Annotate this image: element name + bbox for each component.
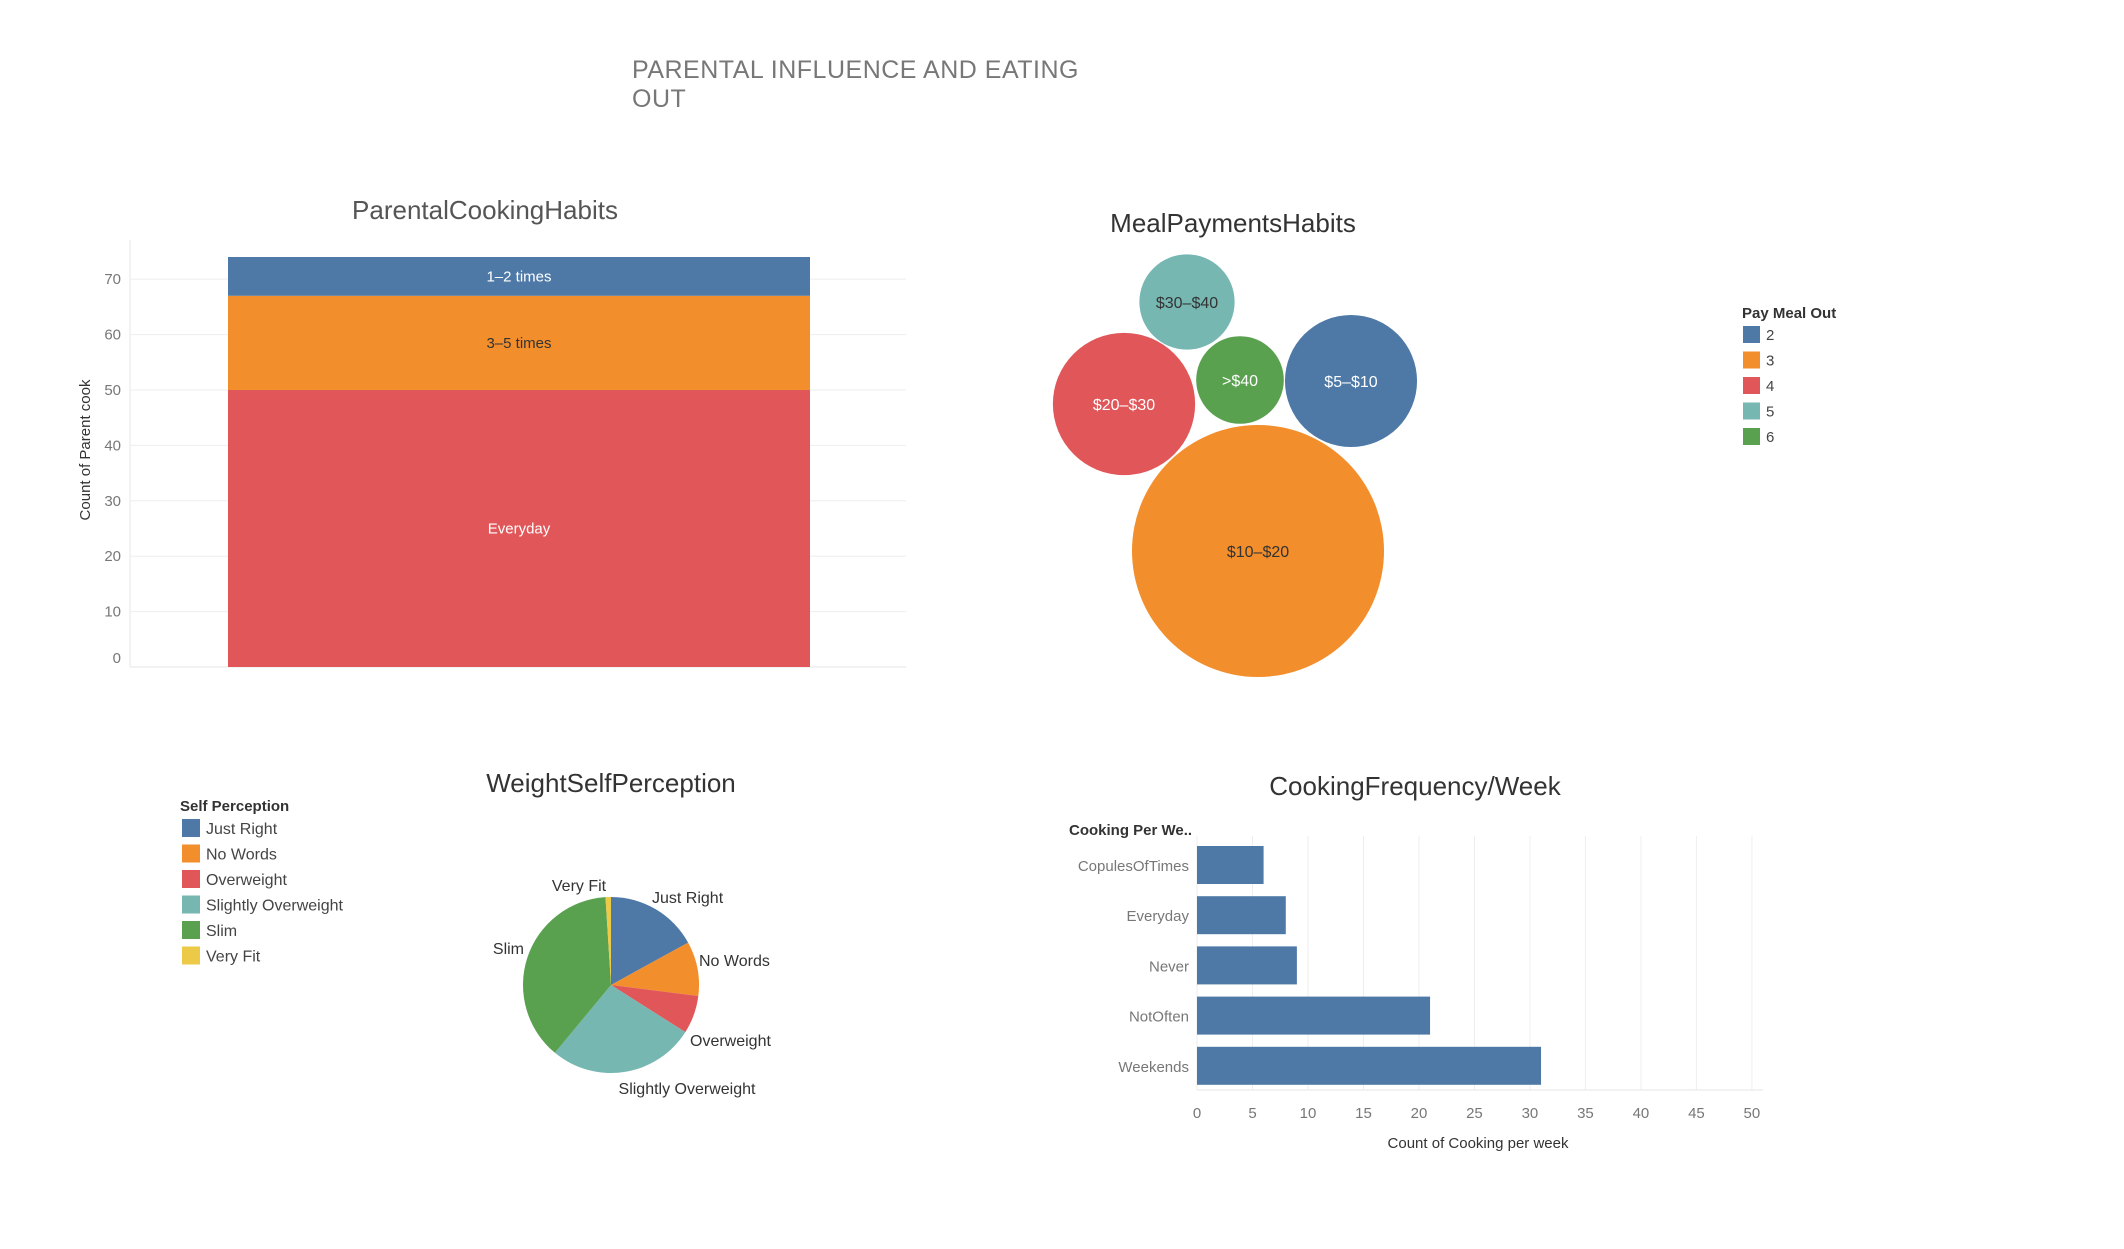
chart-title: MealPaymentsHabits — [1110, 208, 1356, 238]
slice-label: Very Fit — [552, 878, 607, 895]
legend-label: Slightly Overweight — [206, 898, 344, 915]
legend-swatch — [1743, 428, 1760, 445]
slice-label: Slim — [493, 941, 524, 958]
x-tick-label: 30 — [1522, 1105, 1539, 1122]
segment-label: 3–5 times — [486, 335, 551, 352]
bar-segment — [228, 389, 810, 667]
x-tick-label: 50 — [1744, 1105, 1761, 1122]
slice-label: Slightly Overweight — [619, 1081, 757, 1098]
bubble-label: $5–$10 — [1324, 374, 1377, 391]
legend-swatch — [182, 895, 200, 914]
page-title: PARENTAL INFLUENCE AND EATING OUT — [632, 56, 1079, 113]
legend-swatch — [1743, 377, 1760, 394]
y-tick-label: 0 — [113, 650, 121, 667]
legend-label: Slim — [206, 923, 237, 940]
legend-label: 2 — [1766, 327, 1774, 344]
slice-label: Just Right — [652, 890, 724, 907]
x-tick-label: 0 — [1193, 1105, 1201, 1122]
y-tick-label: 60 — [104, 327, 121, 344]
legend-swatch — [1743, 351, 1760, 369]
bubble — [1139, 254, 1235, 350]
bubble — [1132, 425, 1384, 677]
bubble-label: >$40 — [1222, 373, 1258, 390]
bar-segment — [228, 295, 810, 390]
chart-title: WeightSelfPerception — [486, 768, 736, 798]
category-label: NotOften — [1129, 1009, 1189, 1026]
legend-label: 6 — [1766, 429, 1774, 446]
y-tick-label: 30 — [104, 493, 121, 510]
legend-label: 4 — [1766, 378, 1774, 395]
legend-title: Self Perception — [180, 798, 289, 815]
legend-label: No Words — [206, 847, 277, 864]
legend-swatch — [182, 946, 200, 965]
y-tick-label: 10 — [104, 604, 121, 621]
slice-label: No Words — [699, 953, 770, 970]
legend-label: 3 — [1766, 353, 1774, 370]
category-label: Never — [1149, 958, 1189, 975]
pie-slice — [554, 985, 686, 1073]
bar — [1197, 996, 1431, 1035]
x-tick-label: 40 — [1633, 1105, 1650, 1122]
x-tick-label: 35 — [1577, 1105, 1594, 1122]
x-tick-label: 45 — [1688, 1105, 1705, 1122]
category-header: Cooking Per We.. — [1069, 822, 1192, 839]
pie-slice — [611, 896, 689, 985]
category-label: CopulesOfTimes — [1078, 858, 1189, 875]
chart-title: ParentalCookingHabits — [352, 195, 618, 225]
x-tick-label: 25 — [1466, 1105, 1483, 1122]
x-axis-label: Count of Cooking per week — [1388, 1135, 1569, 1152]
legend-label: Overweight — [206, 872, 287, 889]
bubble-label: $30–$40 — [1156, 295, 1218, 312]
category-label: Weekends — [1118, 1059, 1189, 1076]
bubble — [1196, 336, 1284, 424]
y-tick-label: 50 — [104, 382, 121, 399]
bubble-label: $20–$30 — [1093, 397, 1155, 414]
x-tick-label: 20 — [1411, 1105, 1428, 1122]
legend-swatch — [182, 844, 200, 863]
y-axis-label: Count of Parent cook — [77, 379, 94, 520]
y-tick-label: 40 — [104, 437, 121, 454]
bubble — [1052, 332, 1196, 476]
segment-label: Everyday — [488, 520, 551, 537]
y-tick-label: 70 — [104, 271, 121, 288]
y-tick-label: 20 — [104, 548, 121, 565]
chart-title: CookingFrequency/Week — [1269, 771, 1561, 801]
bar — [1197, 896, 1286, 935]
legend-swatch — [182, 921, 200, 939]
bar — [1197, 946, 1297, 985]
bubble — [1284, 314, 1418, 448]
bar — [1197, 846, 1264, 884]
x-tick-label: 15 — [1355, 1105, 1372, 1122]
legend-swatch — [182, 870, 200, 888]
slice-label: Overweight — [690, 1033, 771, 1050]
legend-title: Pay Meal Out — [1742, 305, 1836, 322]
legend-swatch — [182, 819, 200, 837]
legend-label: 5 — [1766, 404, 1774, 421]
legend-label: Very Fit — [206, 949, 261, 966]
bar-segment — [228, 257, 810, 296]
x-tick-label: 5 — [1248, 1105, 1256, 1122]
pie-slice — [611, 942, 699, 997]
category-label: Everyday — [1126, 908, 1189, 925]
pie-slice — [605, 897, 611, 985]
segment-label: 1–2 times — [486, 268, 551, 285]
legend-label: Just Right — [206, 821, 278, 838]
pie-slice — [523, 897, 611, 1053]
pie-slice — [611, 985, 699, 1033]
legend-swatch — [1743, 326, 1760, 343]
legend-swatch — [1743, 402, 1760, 420]
bar — [1197, 1046, 1542, 1085]
bubble-label: $10–$20 — [1227, 544, 1289, 561]
x-tick-label: 10 — [1300, 1105, 1317, 1122]
